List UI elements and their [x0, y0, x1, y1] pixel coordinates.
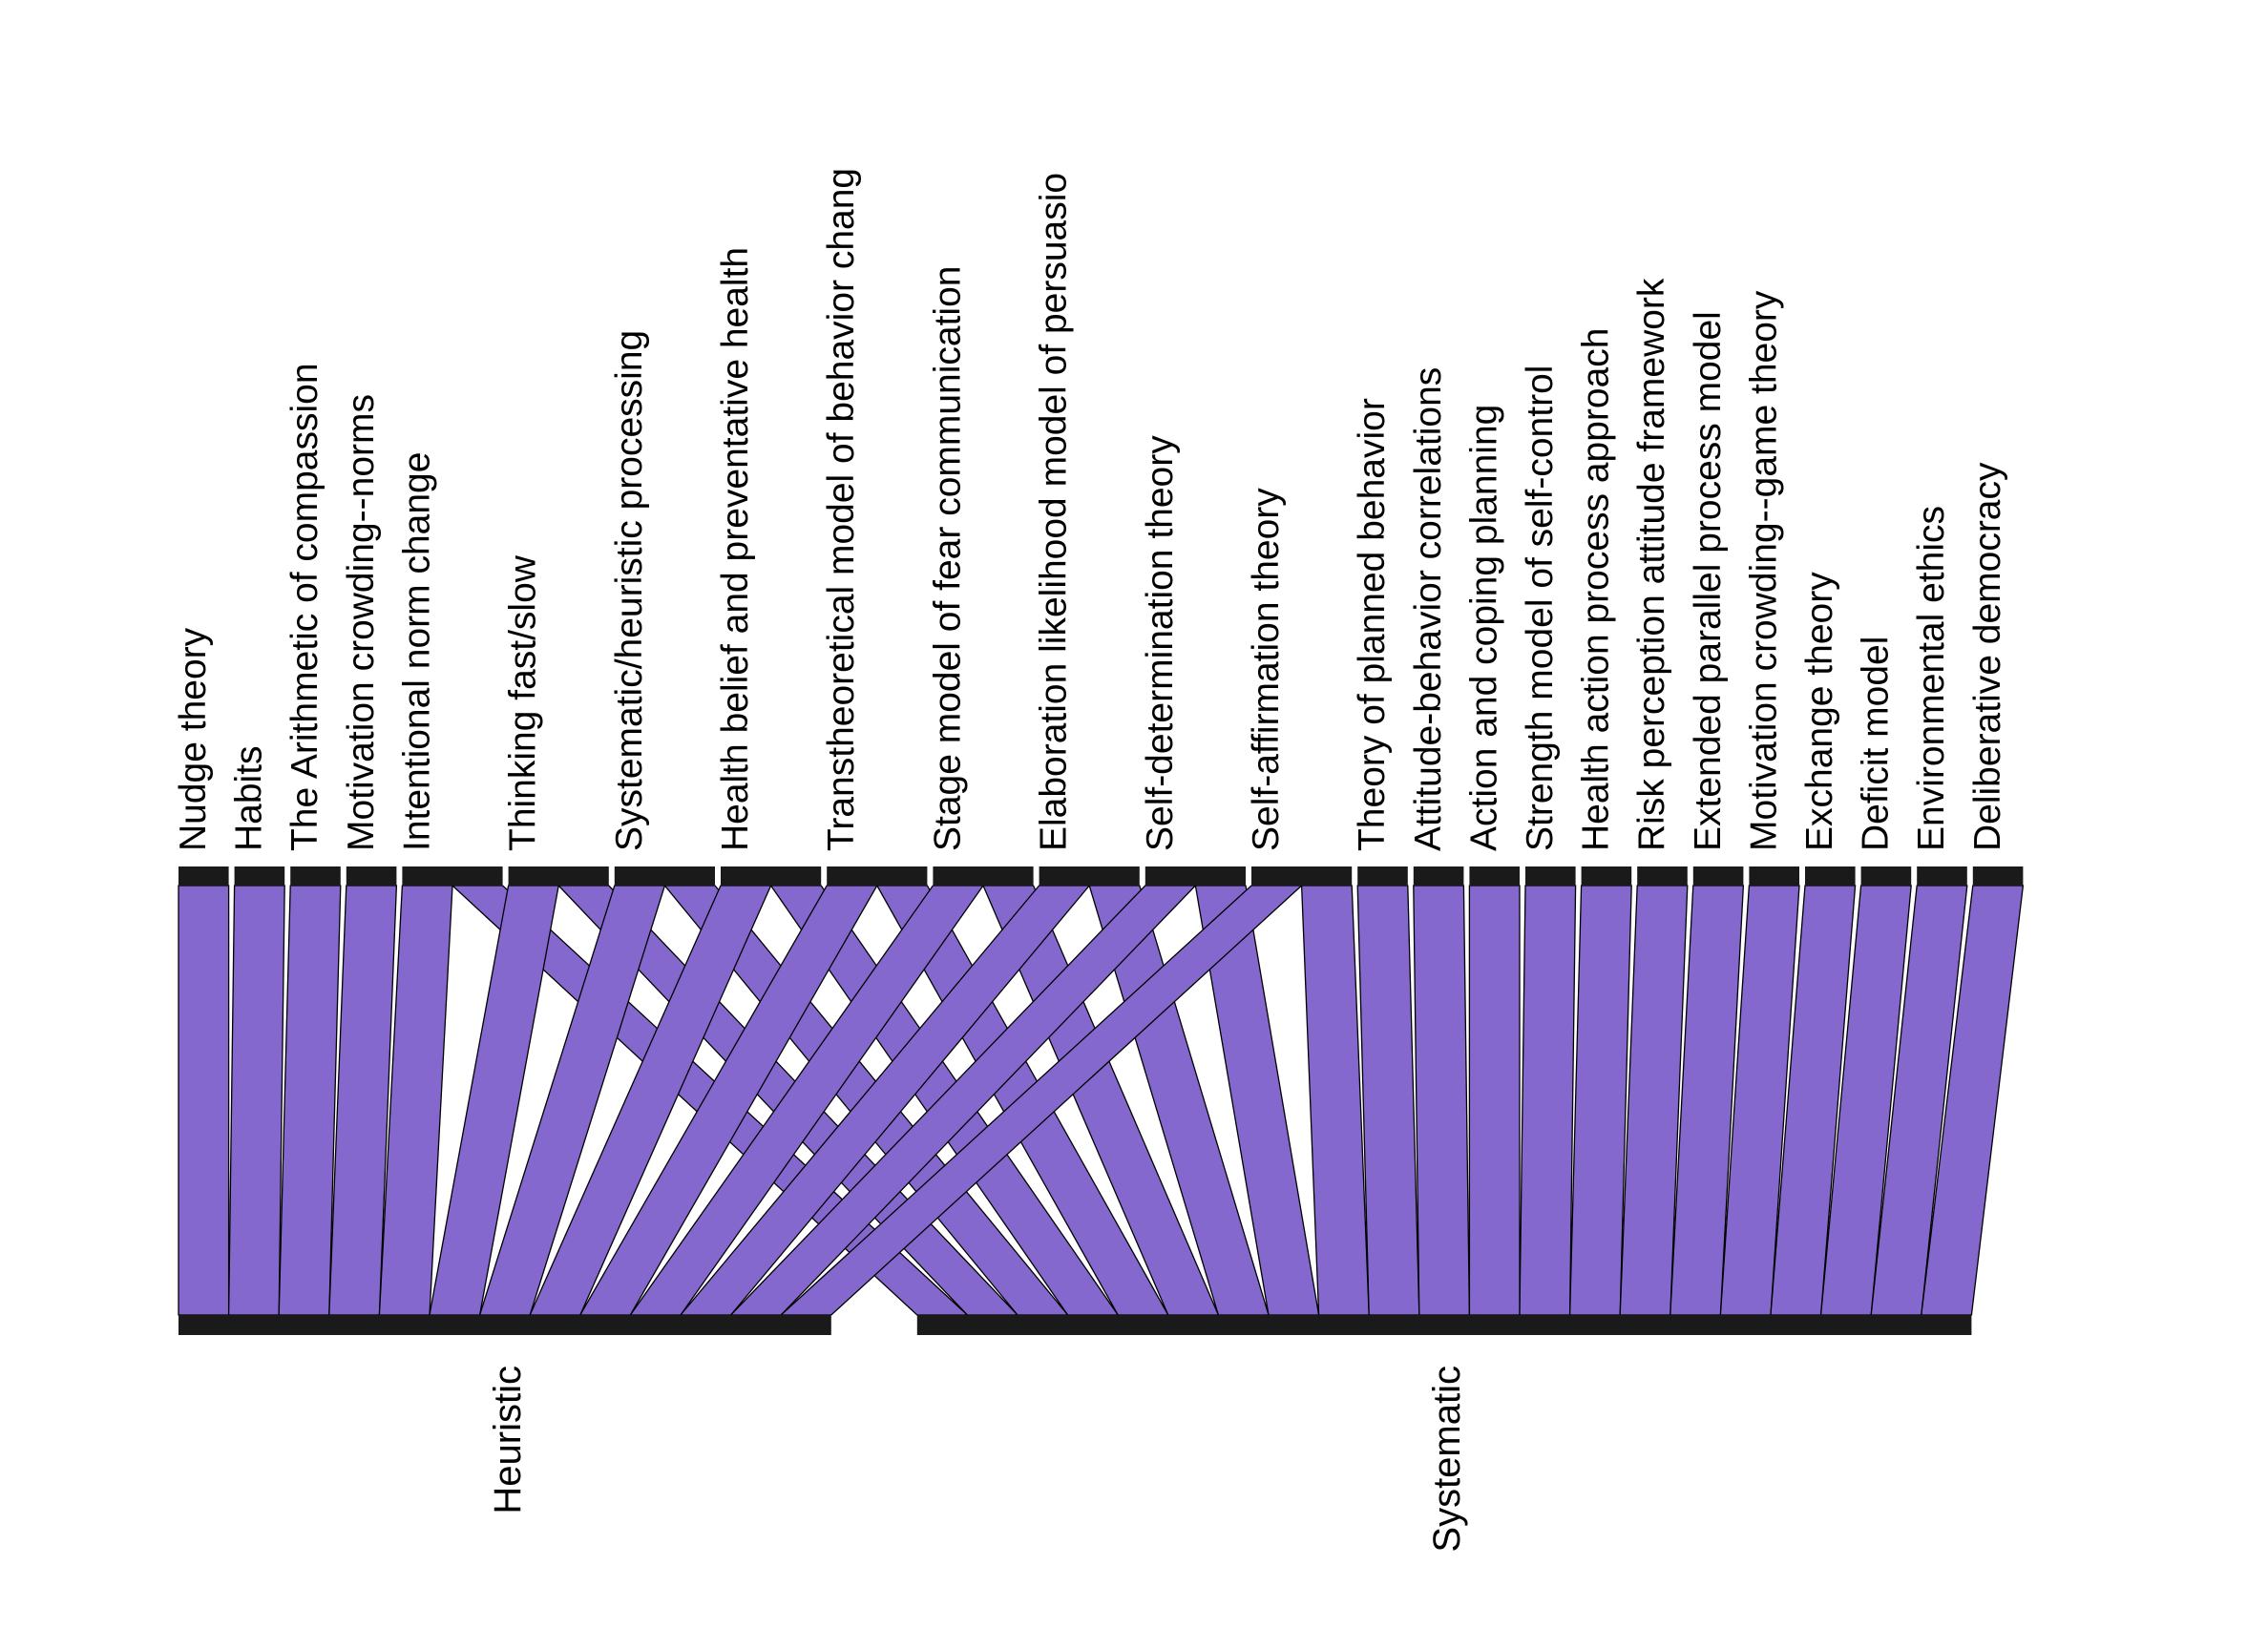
top-node-label: Health action process approach: [1576, 327, 1617, 851]
top-node-bar: [721, 866, 822, 886]
top-node-label: Environmental ethics: [1911, 506, 1952, 851]
bottom-node-bar: [916, 1315, 1972, 1335]
top-node-bar: [1917, 866, 1967, 886]
top-node-bar: [290, 866, 341, 886]
top-node-bar: [234, 866, 285, 886]
top-node-bar: [1357, 866, 1408, 886]
top-node-bar: [1251, 866, 1353, 886]
top-node-label: Stage model of fear communication: [927, 266, 968, 852]
bottom-node-bars: [178, 1315, 1972, 1335]
top-node-label: Intentional norm change: [396, 452, 437, 851]
top-node-label: Elaboration likelihood model of persuasi…: [1034, 173, 1075, 851]
top-node-label: Health belief and preventative health: [715, 247, 756, 851]
top-node-bar: [1469, 866, 1520, 886]
top-node-label: Exchange theory: [1799, 572, 1840, 851]
top-node-label: The Arithmetic of compassion: [284, 363, 326, 851]
top-node-bar: [402, 866, 503, 886]
top-node-label: Systematic/heuristic processing: [609, 330, 650, 851]
top-node-label: Deficit model: [1856, 637, 1897, 851]
top-node-bar: [1749, 866, 1799, 886]
top-node-bar: [827, 866, 928, 886]
top-node-label: Theory of planned behavior: [1352, 398, 1393, 851]
bottom-node-label: Heuristic: [487, 1366, 529, 1514]
flow-band: [178, 885, 230, 1316]
top-node-label: Risk perception attitude framework: [1631, 278, 1672, 851]
top-node-bar: [1972, 866, 2024, 886]
top-node-label: Deliberative democracy: [1967, 462, 2008, 851]
flow-band: [227, 885, 285, 1316]
top-node-bar: [1581, 866, 1632, 886]
top-node-label: Action and coping planning: [1463, 405, 1504, 851]
top-node-bar: [614, 866, 715, 886]
top-node-bar: [1039, 866, 1140, 886]
top-node-bar: [508, 866, 609, 886]
top-node-label: Self-affirmation theory: [1246, 488, 1287, 851]
top-node-label: Nudge theory: [173, 627, 214, 851]
bottom-node-labels: Heuristic Systematic: [487, 1366, 1468, 1553]
top-node-label: Habits: [229, 745, 270, 851]
top-node-bars: [178, 866, 2024, 886]
top-node-label: Self-determination theory: [1140, 435, 1181, 851]
flow-band: [1519, 885, 1577, 1316]
flow-band: [1468, 885, 1521, 1316]
top-node-bar: [1860, 866, 1912, 886]
top-node-label: Motivation crowding--game theory: [1743, 290, 1784, 851]
top-node-label: Motivation crowding--norms: [341, 394, 382, 851]
flow-band: [1413, 885, 1471, 1316]
top-node-bar: [1144, 866, 1246, 886]
top-node-bar: [1525, 866, 1576, 886]
flow-layer: [178, 885, 2025, 1316]
top-node-bar: [1692, 866, 1744, 886]
top-node-bar: [933, 866, 1034, 886]
top-node-bar: [1413, 866, 1464, 886]
top-node-bar: [346, 866, 397, 886]
flow-band: [1356, 885, 1420, 1316]
top-node-label: Attitude-behavior correlations: [1408, 367, 1449, 851]
top-node-label: Strength model of self-control: [1520, 365, 1561, 851]
top-node-labels: Nudge theory Habits The Arithmetic of comp…: [173, 168, 2008, 851]
bottom-node-bar: [178, 1315, 831, 1335]
top-node-label: Extended parallel process model: [1688, 311, 1729, 851]
top-node-bar: [178, 866, 229, 886]
top-node-bar: [1637, 866, 1688, 886]
top-node-label: Transtheoretical model of behavior chang: [821, 168, 862, 851]
bottom-node-label: Systematic: [1426, 1366, 1468, 1553]
top-node-bar: [1805, 866, 1856, 886]
top-node-label: Thinking fast/slow: [503, 554, 544, 851]
